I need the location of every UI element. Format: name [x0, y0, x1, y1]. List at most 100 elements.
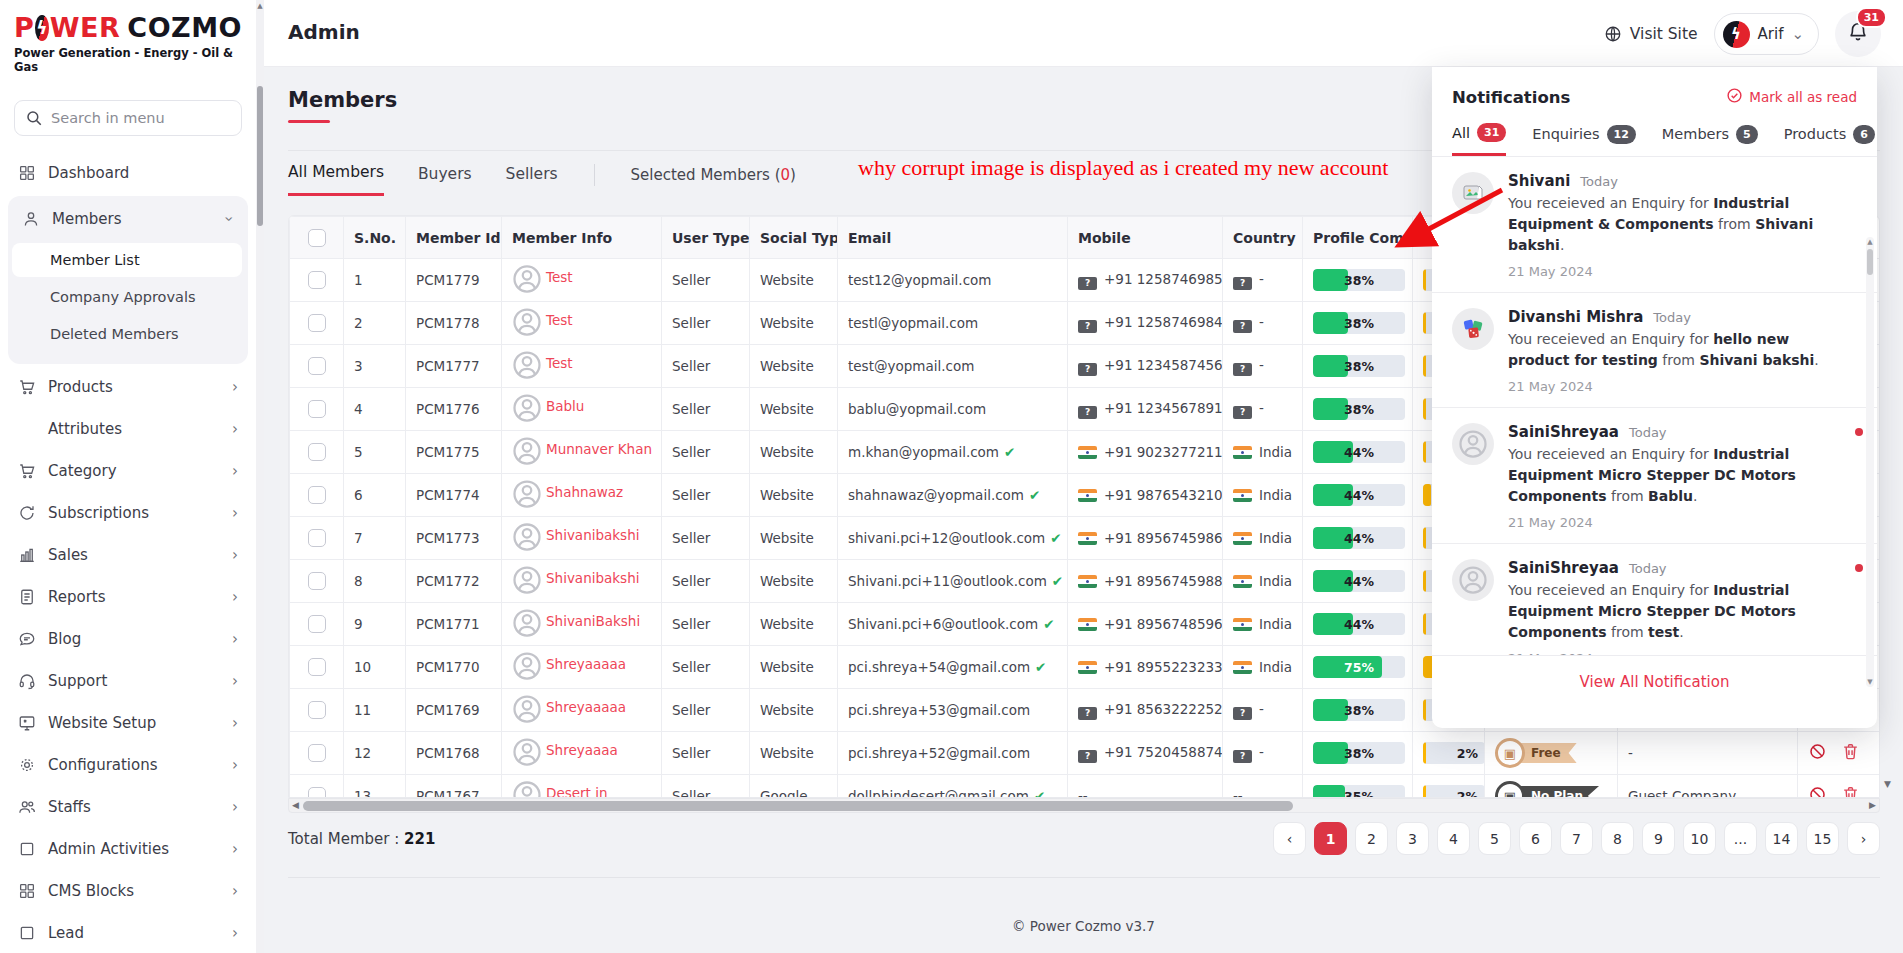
member-name-link[interactable]: Desert in: [512, 780, 607, 799]
sidebar-item-configurations[interactable]: Configurations ›: [8, 744, 248, 786]
select-all-checkbox[interactable]: [308, 229, 326, 247]
member-name-link[interactable]: Shahnawaz: [512, 479, 623, 505]
avatar-icon: [512, 565, 538, 591]
sidebar-item-support[interactable]: Support ›: [8, 660, 248, 702]
sidebar-subitem-company-approvals[interactable]: Company Approvals: [12, 280, 242, 314]
notif-scroll-thumb[interactable]: [1867, 249, 1873, 275]
sidebar-item-blog[interactable]: Blog ›: [8, 618, 248, 660]
notif-tab-members[interactable]: Members 5: [1662, 125, 1758, 155]
member-name-link[interactable]: Test: [512, 307, 573, 333]
cell-user-type: Seller: [662, 732, 750, 775]
notif-tab-all[interactable]: All 31: [1452, 123, 1506, 156]
sidebar-search[interactable]: [14, 100, 242, 136]
sidebar-item-attributes[interactable]: Attributes ›: [8, 408, 248, 450]
mark-all-read-button[interactable]: Mark all as read: [1726, 87, 1857, 107]
row-checkbox[interactable]: [308, 744, 326, 762]
india-flag-icon: [1233, 618, 1252, 631]
page-button-2[interactable]: 2: [1355, 822, 1388, 855]
member-name-link[interactable]: Test: [512, 264, 573, 290]
table-scroll-down-icon[interactable]: ▼: [1884, 779, 1891, 789]
sidebar-item-website-setup[interactable]: Website Setup ›: [8, 702, 248, 744]
page-button-...[interactable]: ...: [1724, 822, 1757, 855]
sidebar-item-cms-blocks[interactable]: CMS Blocks ›: [8, 870, 248, 912]
table-horizontal-scrollbar[interactable]: ◀ ▶: [288, 798, 1880, 813]
page-button-next[interactable]: ›: [1847, 822, 1880, 855]
row-checkbox[interactable]: [308, 529, 326, 547]
view-all-notifications-link[interactable]: View All Notification: [1580, 673, 1730, 691]
sidebar-item-members[interactable]: Members ›: [12, 198, 242, 240]
notifications-bell-button[interactable]: 31: [1835, 11, 1881, 57]
page-button-5[interactable]: 5: [1478, 822, 1511, 855]
sidebar-item-reports[interactable]: Reports ›: [8, 576, 248, 618]
page-button-8[interactable]: 8: [1601, 822, 1634, 855]
page-button-4[interactable]: 4: [1437, 822, 1470, 855]
member-name-link[interactable]: Bablu: [512, 393, 584, 419]
page-button-6[interactable]: 6: [1519, 822, 1552, 855]
member-name-link[interactable]: Munnaver Khan: [512, 436, 652, 462]
sidebar-subitem-deleted-members[interactable]: Deleted Members: [12, 317, 242, 351]
delete-member-icon[interactable]: [1841, 742, 1860, 764]
notification-item[interactable]: SainiShreyaa Today You receieved an Enqu…: [1432, 408, 1877, 544]
sidebar-scroll-thumb[interactable]: [257, 86, 263, 226]
sidebar-item-products[interactable]: Products ›: [8, 366, 248, 408]
sidebar-item-lead[interactable]: Lead ›: [8, 912, 248, 953]
row-checkbox[interactable]: [308, 357, 326, 375]
page-button-7[interactable]: 7: [1560, 822, 1593, 855]
notif-tab-products[interactable]: Products 6: [1784, 125, 1875, 155]
row-checkbox[interactable]: [308, 486, 326, 504]
user-menu[interactable]: ϟ Arif ⌄: [1714, 13, 1819, 55]
row-checkbox[interactable]: [308, 658, 326, 676]
scroll-left-icon[interactable]: ◀: [292, 800, 299, 810]
member-name-link[interactable]: Shivanibakshi: [512, 522, 639, 548]
scroll-up-icon[interactable]: ▲: [1866, 238, 1874, 246]
sidebar-item-sales[interactable]: Sales ›: [8, 534, 248, 576]
page-button-14[interactable]: 14: [1765, 822, 1798, 855]
row-checkbox[interactable]: [308, 572, 326, 590]
sidebar-item-subscriptions[interactable]: Subscriptions ›: [8, 492, 248, 534]
member-name-link[interactable]: Shreyaaaa: [512, 737, 618, 763]
hscroll-thumb[interactable]: [303, 801, 1293, 811]
notification-item[interactable]: Divanshi Mishra Today You receieved an E…: [1432, 293, 1877, 408]
page-button-1[interactable]: 1: [1314, 822, 1347, 855]
member-name-link[interactable]: Shivanibakshi: [512, 565, 639, 591]
sidebar-subitem-member-list[interactable]: Member List: [12, 243, 242, 277]
delete-member-icon[interactable]: [1841, 785, 1860, 798]
page-button-9[interactable]: 9: [1642, 822, 1675, 855]
row-checkbox[interactable]: [308, 701, 326, 719]
row-checkbox[interactable]: [308, 400, 326, 418]
row-checkbox[interactable]: [308, 314, 326, 332]
sidebar-scrollbar[interactable]: ▲: [256, 0, 264, 953]
page-button-3[interactable]: 3: [1396, 822, 1429, 855]
block-member-icon[interactable]: [1808, 742, 1827, 764]
notification-item[interactable]: SainiShreyaa Today You receieved an Enqu…: [1432, 544, 1877, 655]
tab-all-members[interactable]: All Members: [288, 163, 384, 196]
verified-check-icon: ✔: [1050, 530, 1061, 546]
sidebar-item-category[interactable]: Category ›: [8, 450, 248, 492]
row-checkbox[interactable]: [308, 787, 326, 798]
block-member-icon[interactable]: [1808, 785, 1827, 798]
row-checkbox[interactable]: [308, 615, 326, 633]
scroll-down-icon[interactable]: ▼: [1866, 678, 1874, 686]
visit-site-button[interactable]: Visit Site: [1604, 25, 1698, 43]
notif-tab-enquiries[interactable]: Enquiries 12: [1532, 125, 1636, 155]
cell-email: Shivani.pci+11@outlook.com✔: [838, 560, 1068, 603]
member-name-link[interactable]: Shreyaaaaa: [512, 694, 626, 720]
sidebar-item-admin-activities[interactable]: Admin Activities ›: [8, 828, 248, 870]
row-checkbox[interactable]: [308, 271, 326, 289]
member-name-link[interactable]: Test: [512, 350, 573, 376]
scroll-up-icon[interactable]: ▲: [256, 2, 264, 10]
sidebar-item-dashboard[interactable]: Dashboard: [8, 152, 248, 194]
member-name-link[interactable]: ShivaniBakshi: [512, 608, 640, 634]
search-input[interactable]: [51, 110, 221, 126]
tab-sellers[interactable]: Sellers: [506, 165, 558, 195]
page-button-10[interactable]: 10: [1683, 822, 1716, 855]
notifications-scrollbar[interactable]: ▲ ▼: [1866, 237, 1874, 687]
member-name-link[interactable]: Shreyaaaaa: [512, 651, 626, 677]
page-button-prev[interactable]: ‹: [1273, 822, 1306, 855]
sidebar-item-staffs[interactable]: Staffs ›: [8, 786, 248, 828]
row-checkbox[interactable]: [308, 443, 326, 461]
scroll-right-icon[interactable]: ▶: [1869, 800, 1876, 810]
tab-buyers[interactable]: Buyers: [418, 165, 472, 195]
notification-item[interactable]: Shivani Today You receieved an Enquiry f…: [1432, 157, 1877, 293]
page-button-15[interactable]: 15: [1806, 822, 1839, 855]
